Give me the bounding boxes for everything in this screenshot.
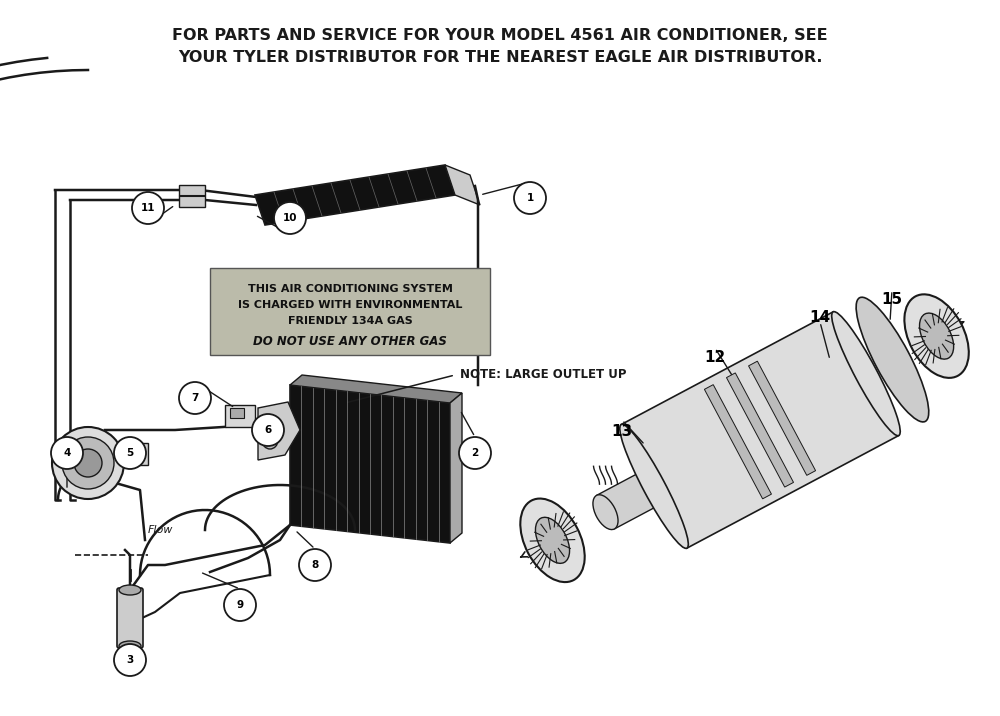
Text: 8: 8 [311, 560, 319, 570]
Text: 10: 10 [283, 213, 297, 223]
Text: Flow: Flow [148, 525, 173, 535]
Polygon shape [726, 373, 794, 487]
Circle shape [179, 382, 211, 414]
Ellipse shape [520, 498, 585, 582]
Ellipse shape [920, 313, 954, 359]
Ellipse shape [620, 425, 688, 548]
Circle shape [252, 414, 284, 446]
Polygon shape [255, 165, 455, 225]
Ellipse shape [262, 431, 278, 449]
Polygon shape [597, 470, 663, 529]
Text: 13: 13 [611, 425, 633, 440]
Polygon shape [290, 385, 450, 543]
Circle shape [114, 644, 146, 676]
FancyBboxPatch shape [128, 443, 148, 465]
Text: 14: 14 [809, 311, 831, 326]
Ellipse shape [856, 297, 929, 422]
Polygon shape [445, 165, 480, 205]
Circle shape [132, 192, 164, 224]
Circle shape [274, 202, 306, 234]
Text: THIS AIR CONDITIONING SYSTEM: THIS AIR CONDITIONING SYSTEM [248, 284, 452, 294]
Text: 15: 15 [881, 293, 903, 307]
FancyBboxPatch shape [179, 185, 205, 207]
Circle shape [51, 437, 83, 469]
Text: 9: 9 [236, 600, 244, 610]
Text: 11: 11 [141, 203, 155, 213]
Text: YOUR TYLER DISTRIBUTOR FOR THE NEAREST EAGLE AIR DISTRIBUTOR.: YOUR TYLER DISTRIBUTOR FOR THE NEAREST E… [178, 50, 822, 65]
Ellipse shape [535, 517, 570, 563]
Ellipse shape [119, 641, 141, 651]
Text: 5: 5 [126, 448, 134, 458]
Circle shape [459, 437, 491, 469]
Ellipse shape [904, 294, 969, 378]
Circle shape [224, 589, 256, 621]
Text: 3: 3 [126, 655, 134, 665]
FancyBboxPatch shape [117, 588, 143, 648]
Text: 4: 4 [63, 448, 71, 458]
Polygon shape [450, 393, 462, 543]
Polygon shape [258, 402, 300, 460]
Circle shape [62, 437, 114, 489]
Text: 7: 7 [191, 393, 199, 403]
Text: DO NOT USE ANY OTHER GAS: DO NOT USE ANY OTHER GAS [253, 335, 447, 348]
Polygon shape [749, 361, 816, 475]
Text: IS CHARGED WITH ENVIRONMENTAL: IS CHARGED WITH ENVIRONMENTAL [238, 300, 462, 310]
Text: FOR PARTS AND SERVICE FOR YOUR MODEL 4561 AIR CONDITIONER, SEE: FOR PARTS AND SERVICE FOR YOUR MODEL 456… [172, 28, 828, 43]
FancyBboxPatch shape [210, 268, 490, 355]
FancyBboxPatch shape [230, 408, 244, 418]
Ellipse shape [593, 495, 618, 530]
Text: NOTE: LARGE OUTLET UP: NOTE: LARGE OUTLET UP [460, 369, 626, 382]
Text: 12: 12 [704, 351, 726, 365]
Circle shape [299, 549, 331, 581]
Text: FRIENDLY 134A GAS: FRIENDLY 134A GAS [288, 316, 412, 326]
Text: 6: 6 [264, 425, 272, 435]
Circle shape [74, 449, 102, 477]
Ellipse shape [119, 585, 141, 595]
Polygon shape [704, 384, 771, 499]
Circle shape [52, 427, 124, 499]
Circle shape [514, 182, 546, 214]
Polygon shape [290, 375, 462, 403]
Circle shape [114, 437, 146, 469]
Ellipse shape [832, 311, 900, 435]
Text: 2: 2 [471, 448, 479, 458]
Polygon shape [621, 312, 899, 548]
Text: 1: 1 [526, 193, 534, 203]
FancyBboxPatch shape [225, 405, 255, 427]
